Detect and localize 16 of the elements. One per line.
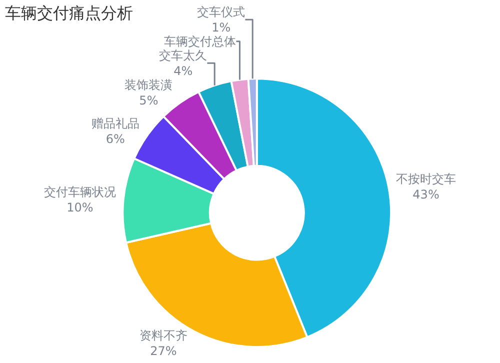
slice-label: 资料不齐: [139, 328, 188, 343]
data-label: 5%: [139, 94, 158, 108]
slice-label: 装饰装潢: [124, 78, 173, 92]
slice-label: 不按时交车: [396, 172, 456, 186]
slice-label: 车辆交付总体: [164, 34, 236, 48]
data-label: 1%: [212, 20, 231, 34]
slice-label: 交车太久: [159, 48, 208, 62]
slice-label: 交付车辆状况: [44, 184, 116, 199]
chart-title: 车辆交付痛点分析: [5, 3, 133, 22]
data-label: 6%: [106, 132, 125, 146]
slice-label: 赠品礼品: [91, 116, 140, 130]
data-label: 43%: [412, 187, 440, 202]
data-label: 10%: [66, 200, 94, 215]
data-label: 4%: [174, 64, 193, 78]
slice-label: 交车仪式: [197, 4, 246, 19]
data-label: 27%: [150, 344, 177, 358]
